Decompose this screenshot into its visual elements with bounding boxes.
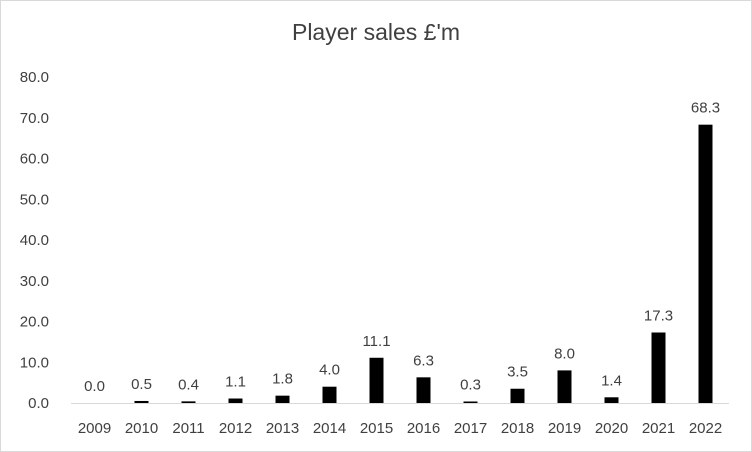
y-tick-label: 0.0 (28, 395, 49, 412)
bar-2020 (604, 397, 619, 403)
x-tick-label-2013: 2013 (266, 420, 299, 437)
data-label-2018: 3.5 (507, 364, 528, 381)
x-tick-label-2014: 2014 (313, 420, 346, 437)
data-label-2015: 11.1 (362, 333, 390, 350)
bar-2021 (651, 332, 666, 403)
data-label-2020: 1.4 (601, 372, 622, 389)
data-label-2013: 1.8 (272, 371, 293, 388)
y-tick-label: 70.0 (20, 110, 49, 127)
bars (134, 124, 713, 404)
bar-2016 (416, 377, 431, 403)
bar-2018 (510, 388, 525, 403)
y-tick-label: 80.0 (20, 69, 49, 86)
bar-2013 (275, 395, 290, 403)
data-label-2011: 0.4 (178, 376, 199, 393)
x-tick-label-2018: 2018 (501, 420, 534, 437)
x-tick-label-2022: 2022 (689, 420, 722, 437)
data-label-2017: 0.3 (460, 377, 481, 394)
data-label-2016: 6.3 (413, 352, 434, 369)
data-label-2010: 0.5 (131, 376, 152, 393)
x-tick-label-2021: 2021 (642, 420, 675, 437)
y-tick-label: 30.0 (20, 273, 49, 290)
x-tick-label-2012: 2012 (219, 420, 252, 437)
x-tick-label-2009: 2009 (78, 420, 111, 437)
x-tick-label-2015: 2015 (360, 420, 393, 437)
x-tick-label-2010: 2010 (125, 420, 158, 437)
y-tick-label: 10.0 (20, 354, 49, 371)
y-tick-label: 50.0 (20, 191, 49, 208)
data-label-2021: 17.3 (644, 308, 673, 325)
y-tick-label: 20.0 (20, 314, 49, 331)
bar-2022 (698, 124, 713, 404)
data-label-2014: 4.0 (319, 362, 340, 379)
bar-2011 (181, 401, 196, 403)
bar-2017 (463, 401, 478, 403)
y-axis-ticks: 0.0 10.0 20.0 30.0 40.0 50.0 60.0 70.0 80.0 (20, 69, 49, 412)
data-label-2009: 0.0 (84, 378, 105, 395)
chart-title: Player sales £'m (291, 19, 460, 45)
bar-2015 (369, 357, 384, 403)
data-label-2022: 68.3 (691, 100, 720, 117)
category-labels: 2009 2010 2011 2012 2013 2014 2015 2016 2017 2018… (78, 420, 722, 437)
data-labels: 0.0 0.5 0.4 1.1 1.8 4.0 11.1 6.3 0.3 3.5 8.0 1.4 17.… (84, 100, 720, 395)
data-label-2019: 8.0 (554, 345, 575, 362)
x-tick-label-2019: 2019 (548, 420, 581, 437)
bar-2012 (228, 398, 243, 403)
bar-2019 (557, 370, 572, 403)
x-tick-label-2020: 2020 (595, 420, 628, 437)
x-tick-label-2011: 2011 (172, 420, 204, 437)
bar-2010 (134, 400, 149, 403)
y-tick-label: 40.0 (20, 232, 49, 249)
x-tick-label-2017: 2017 (454, 420, 487, 437)
x-tick-label-2016: 2016 (407, 420, 440, 437)
y-tick-label: 60.0 (20, 151, 49, 168)
bar-2014 (322, 386, 337, 403)
data-label-2012: 1.1 (225, 374, 246, 391)
